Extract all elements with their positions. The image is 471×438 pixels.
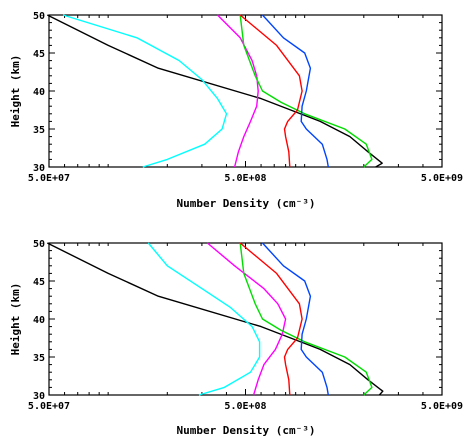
y-tick-label: 50	[33, 11, 45, 22]
series-line-6	[261, 14, 329, 168]
y-tick-label: 50	[33, 239, 45, 250]
series-line-3	[217, 14, 259, 168]
series-line-1	[46, 14, 383, 168]
series-line-2	[62, 14, 228, 168]
x-axis-label: Number Density (cm⁻³)	[176, 424, 315, 437]
x-tick-label: 5.0E+08	[224, 401, 266, 412]
chart-panel-2: 5.0E+07 5.0E+08 5.0E+09 30 35 40 45 50 Height (…	[9, 239, 463, 437]
x-axis-label: Number Density (cm⁻³)	[176, 197, 315, 210]
y-tick-label: 40	[33, 87, 45, 98]
series-lines	[46, 242, 384, 396]
y-axis-label: Height (km)	[9, 283, 22, 356]
axis-ticks	[48, 14, 443, 168]
y-axis-label: Height (km)	[9, 55, 22, 128]
x-tick-label: 5.0E+09	[421, 173, 463, 184]
plot-frame	[48, 242, 443, 396]
series-line-1	[46, 242, 384, 396]
series-line-5	[239, 14, 303, 168]
series-line-5	[239, 242, 303, 396]
series-line-3	[206, 242, 287, 396]
tick-labels: 5.0E+07 5.0E+08 5.0E+09 30 35 40 45 50	[28, 11, 463, 184]
chart-panel-1: 5.0E+07 5.0E+08 5.0E+09 30 35 40 45 50 Height (…	[9, 11, 463, 210]
y-tick-label: 30	[33, 163, 45, 174]
tick-labels: 5.0E+07 5.0E+08 5.0E+09 30 35 40 45 50	[28, 239, 463, 412]
axis-ticks	[48, 242, 443, 396]
x-tick-label: 5.0E+07	[28, 173, 70, 184]
y-tick-label: 40	[33, 315, 45, 326]
y-tick-label: 35	[33, 353, 45, 364]
y-tick-label: 45	[33, 277, 45, 288]
series-lines	[46, 14, 383, 168]
series-line-6	[261, 242, 329, 396]
series-line-4	[239, 14, 373, 168]
y-tick-label: 35	[33, 125, 45, 136]
plot-frame	[48, 14, 443, 168]
x-tick-label: 5.0E+09	[421, 401, 463, 412]
x-tick-label: 5.0E+07	[28, 401, 70, 412]
y-tick-label: 30	[33, 391, 45, 402]
series-line-4	[239, 242, 373, 396]
series-line-2	[147, 242, 261, 396]
x-tick-label: 5.0E+08	[224, 173, 266, 184]
y-tick-label: 45	[33, 49, 45, 60]
